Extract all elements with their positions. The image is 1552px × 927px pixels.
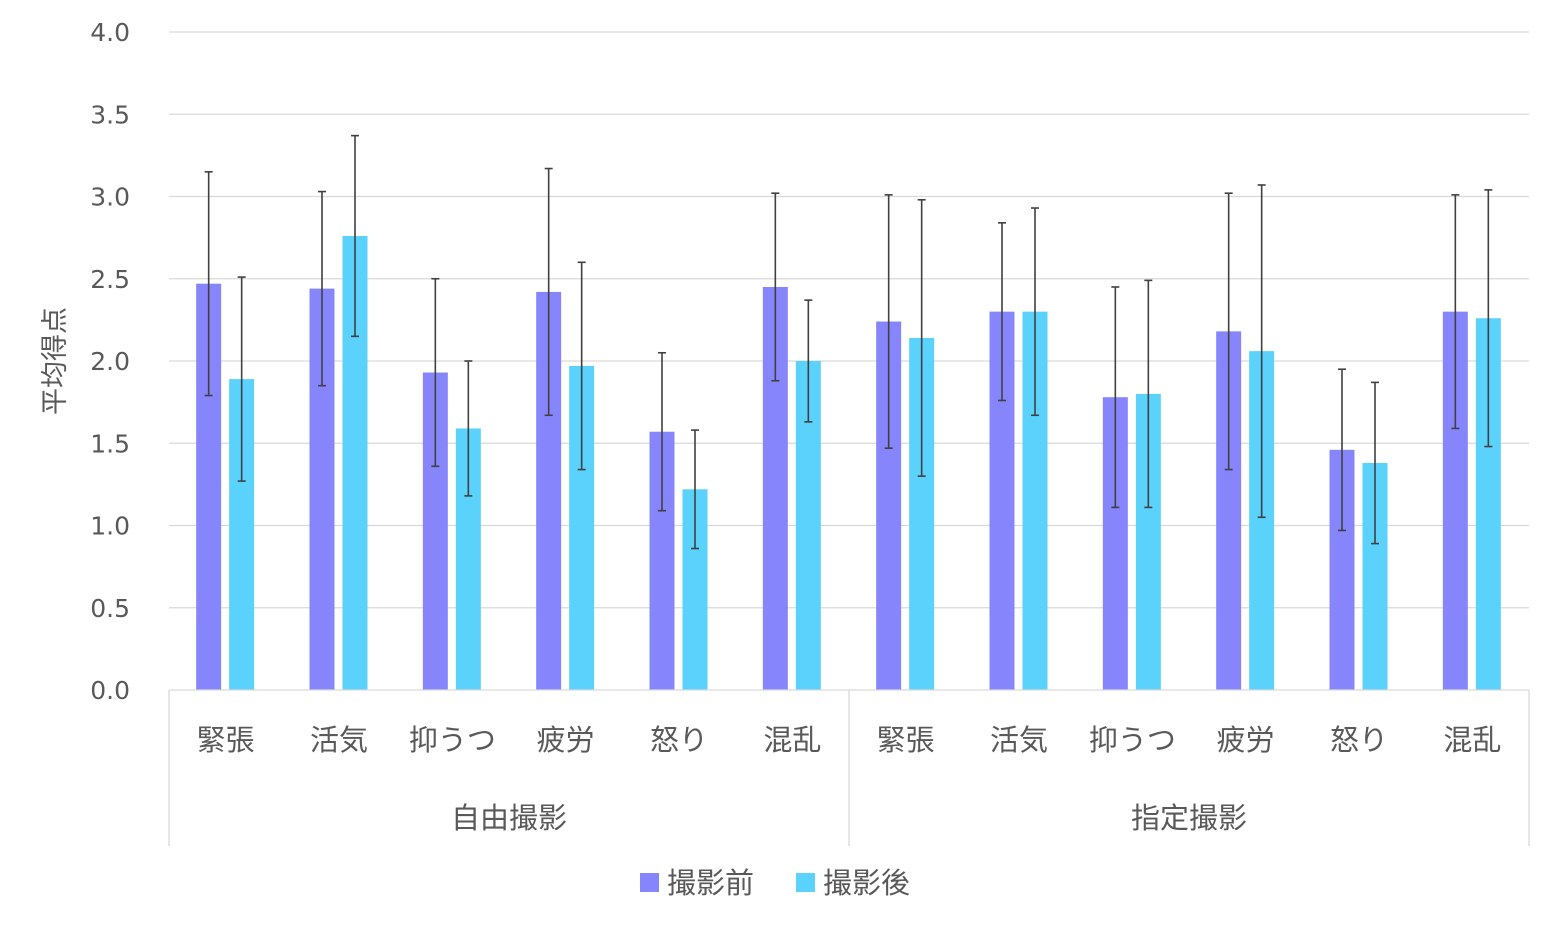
- legend: 撮影前 撮影後: [640, 866, 910, 900]
- legend-swatch: [640, 873, 659, 892]
- x-tick-label: 怒り: [1330, 723, 1388, 757]
- y-tick-label: 3.0: [90, 183, 130, 212]
- x-tick-label: 活気: [310, 723, 368, 757]
- x-tick-label: 怒り: [650, 723, 708, 757]
- y-tick-label: 0.0: [90, 676, 130, 705]
- y-tick-label: 1.5: [90, 429, 130, 458]
- x-axis: [168, 689, 1530, 846]
- y-tick-label: 1.0: [90, 512, 130, 541]
- x-tick-label: 緊張: [197, 723, 255, 757]
- x-tick-label: 抑うつ: [409, 723, 496, 757]
- y-tick-label: 0.5: [90, 594, 130, 623]
- y-tick-label: 3.5: [90, 100, 130, 129]
- x-tick-label: 混乱: [1443, 723, 1501, 757]
- x-tick-label: 混乱: [763, 723, 821, 757]
- legend-swatch: [796, 873, 815, 892]
- x-tick-label: 抑うつ: [1089, 723, 1176, 757]
- group-label: 自由撮影: [451, 801, 567, 835]
- error-bars: [204, 134, 1493, 550]
- group-label: 指定撮影: [1131, 801, 1247, 835]
- y-tick-label: 4.0: [90, 18, 130, 47]
- y-axis-title: 平均得点: [40, 307, 71, 415]
- x-tick-label: 活気: [990, 723, 1048, 757]
- y-tick-label: 2.0: [90, 347, 130, 376]
- legend-label: 撮影前: [667, 866, 754, 900]
- x-tick-label: 緊張: [877, 723, 935, 757]
- bars: [196, 235, 1501, 691]
- x-tick-label: 疲労: [537, 723, 595, 757]
- y-tick-label: 2.5: [90, 265, 130, 294]
- legend-label: 撮影後: [823, 866, 910, 900]
- gridlines: [169, 31, 1529, 609]
- x-tick-label: 疲労: [1217, 723, 1275, 757]
